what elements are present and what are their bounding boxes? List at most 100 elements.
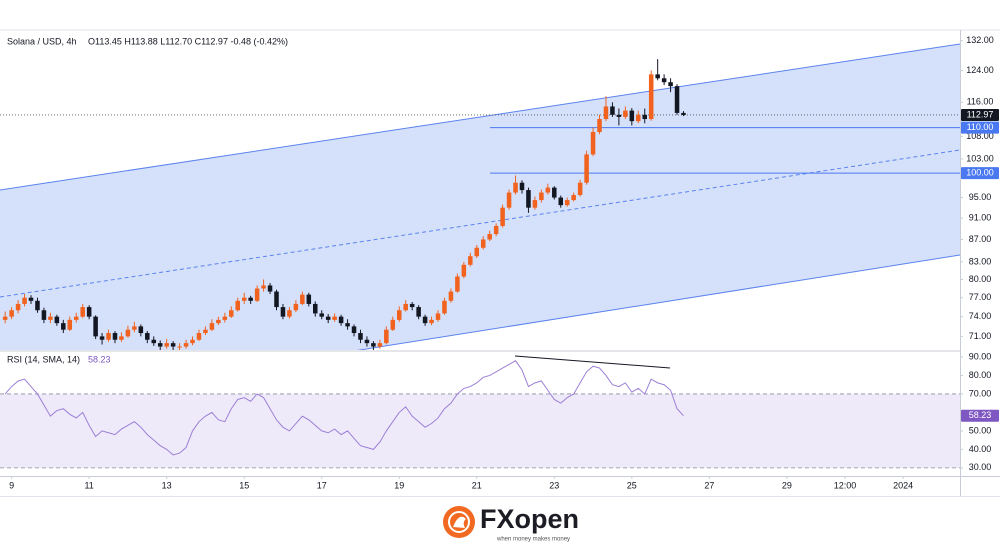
y-tick-label: 40.00 — [969, 444, 992, 454]
candle-body — [54, 316, 60, 324]
candle-body — [157, 343, 163, 347]
candle-body — [241, 297, 247, 301]
channel-lower — [356, 254, 960, 350]
channel-middle — [0, 149, 960, 298]
candle-body — [177, 346, 182, 348]
y-tick-label: 83.00 — [969, 256, 992, 266]
x-tick-label: 21 — [472, 480, 482, 490]
candle-body — [22, 297, 27, 304]
candle-body — [558, 197, 564, 206]
candle-body — [112, 333, 118, 340]
candle-body — [584, 154, 589, 183]
x-tick-label: 9 — [9, 480, 14, 490]
candle-body — [403, 303, 408, 311]
channel-fill — [0, 44, 960, 350]
candle-body — [519, 182, 525, 191]
rsi-line — [4, 360, 684, 456]
candle-body — [384, 329, 389, 344]
candle-body — [597, 119, 602, 132]
candle-body — [681, 112, 686, 115]
candle-body — [2, 316, 8, 320]
candle-body — [106, 333, 111, 340]
candle-body — [235, 300, 240, 311]
candle-body — [371, 343, 376, 347]
y-tick-label: 103.00 — [966, 153, 994, 163]
candle-body — [293, 303, 299, 311]
candle-body — [636, 114, 641, 122]
candle-body — [300, 294, 305, 304]
candle-body — [119, 336, 124, 340]
y-tick-label: 77.00 — [969, 292, 992, 302]
axes: 132.00 124.00 116.00 108.00 103.00 95.00 91.00… — [9, 35, 999, 490]
rsi-last-label: 58.23 — [969, 410, 992, 420]
candle-body — [390, 319, 396, 330]
rsi-band — [0, 393, 960, 468]
candle-body — [603, 106, 609, 120]
candle-body — [474, 247, 480, 257]
channel-upper — [0, 43, 960, 191]
candle-body — [319, 313, 324, 317]
y-tick-label: 70.00 — [969, 388, 992, 398]
logo-ring — [448, 511, 470, 533]
candle-body — [99, 336, 105, 340]
candle-body — [358, 333, 363, 340]
y-tick-label: 30.00 — [969, 462, 992, 472]
candle-body — [164, 343, 169, 347]
candle-body — [306, 294, 312, 304]
candle-body — [448, 291, 454, 301]
rsi-last-box — [961, 409, 999, 422]
candle-body — [648, 74, 654, 120]
candle-body — [261, 285, 266, 289]
candle-body — [435, 313, 441, 320]
x-tick-label: 11 — [84, 480, 93, 490]
candle-body — [642, 114, 647, 120]
rsi-series — [0, 355, 960, 469]
candle-body — [313, 303, 318, 314]
candle-body — [526, 190, 531, 208]
candle-body — [254, 288, 260, 301]
price-level-box — [961, 167, 999, 180]
candle-body — [513, 182, 518, 193]
candle-body — [274, 291, 279, 308]
candle-body — [396, 310, 402, 320]
candle-body — [661, 78, 667, 83]
candle-body — [15, 303, 21, 311]
footer-logo: FXopen when money makes money — [443, 504, 579, 543]
y-tick-label: 87.00 — [969, 234, 992, 244]
candle-body — [500, 207, 505, 226]
candle-body — [73, 316, 79, 320]
candle-body — [623, 110, 628, 117]
candle-body — [571, 195, 576, 201]
candle-body — [539, 192, 544, 201]
y-tick-label: 50.00 — [969, 425, 992, 435]
candle-body — [461, 264, 467, 277]
candle-body — [61, 323, 66, 330]
x-tick-label: 29 — [782, 480, 792, 490]
x-tick-label: 27 — [704, 480, 714, 490]
candle-body — [203, 329, 208, 334]
candle-body — [577, 182, 583, 196]
candle-body — [132, 326, 137, 330]
y-tick-label: 91.00 — [969, 212, 992, 222]
candle-body — [416, 307, 421, 317]
candle-body — [170, 343, 176, 347]
y-tick-label: 116.00 — [967, 97, 994, 107]
candle-body — [332, 316, 337, 320]
candle-body — [267, 285, 273, 292]
candle-body — [138, 326, 144, 334]
rsi-title: RSI (14, SMA, 14) — [7, 354, 80, 364]
candle-body — [616, 114, 622, 117]
candle-body — [409, 303, 415, 308]
candle-body — [229, 310, 234, 317]
candle-body — [493, 225, 499, 235]
candle-body — [351, 326, 357, 334]
candle-body — [545, 187, 551, 193]
candle-body — [80, 307, 85, 317]
divergence-line — [514, 355, 671, 369]
candle-body — [287, 310, 292, 317]
candle-body — [455, 276, 460, 292]
candle-body — [338, 316, 344, 324]
symbol-title: Solana / USD, 4h — [7, 36, 77, 46]
candle-body — [86, 307, 92, 317]
